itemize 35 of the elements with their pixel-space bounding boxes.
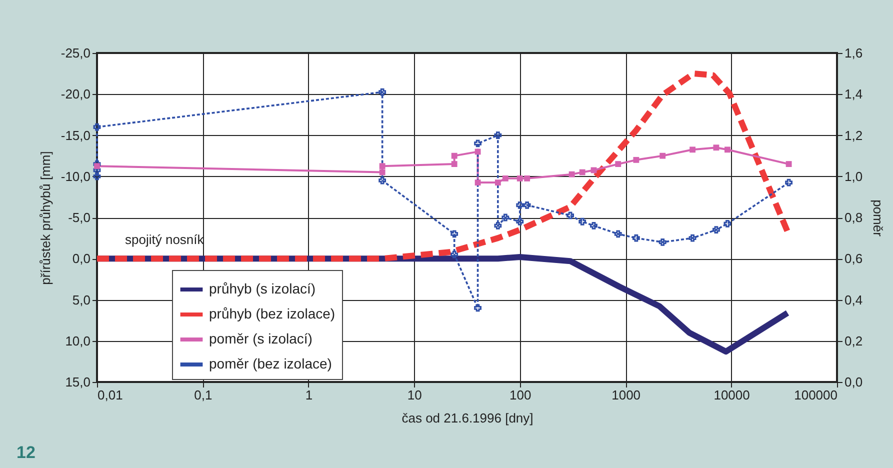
x-tick-label: 1 bbox=[305, 388, 313, 402]
legend-label: poměr (bez izolace) bbox=[209, 356, 332, 372]
y2-tick-label: 0,8 bbox=[844, 210, 863, 225]
y-tick-label: -25,0 bbox=[60, 46, 90, 60]
legend-label: poměr (s izolací) bbox=[209, 330, 312, 346]
x-tick-label: 1000 bbox=[612, 388, 641, 402]
x-tick-label: 10000 bbox=[714, 388, 750, 402]
y2-tick-label: 0,6 bbox=[844, 251, 863, 266]
y-tick-label: 0,0 bbox=[72, 251, 90, 266]
y-tick-label: 10,0 bbox=[65, 333, 90, 348]
y2-tick-label: 0,0 bbox=[844, 374, 863, 390]
x-tick-label: 100 bbox=[510, 388, 532, 402]
y-tick-label: -15,0 bbox=[60, 128, 90, 143]
x-axis-title: čas od 21.6.1996 [dny] bbox=[402, 410, 534, 426]
y-tick-label: -20,0 bbox=[60, 86, 90, 102]
y2-tick-label: 1,4 bbox=[844, 86, 863, 102]
y2-tick-label: 1,0 bbox=[844, 168, 863, 184]
text: 12 bbox=[16, 443, 36, 462]
y2-tick-label: 1,6 bbox=[844, 46, 863, 60]
x-tick-label: 10 bbox=[407, 388, 422, 402]
y2-axis-title: poměr bbox=[870, 200, 886, 238]
y-axis-title: přírůstek průhybů [mm] bbox=[38, 151, 53, 285]
x-tick-label: 0,01 bbox=[98, 388, 123, 402]
y-tick-label: 15,0 bbox=[65, 374, 90, 390]
annotation: spojitý nosník bbox=[125, 232, 204, 247]
x-tick-label: 100000 bbox=[794, 388, 838, 402]
legend-label: průhyb (bez izolace) bbox=[209, 306, 336, 322]
y-tick-label: 5,0 bbox=[72, 292, 90, 308]
x-tick-label: 0,1 bbox=[194, 388, 212, 402]
y2-tick-label: 1,2 bbox=[844, 128, 863, 143]
y-tick-label: -10,0 bbox=[60, 168, 90, 184]
y2-tick-label: 0,2 bbox=[844, 333, 863, 348]
y2-tick-label: 0,4 bbox=[844, 292, 863, 308]
legend-label: průhyb (s izolací) bbox=[209, 280, 316, 296]
y-tick-label: -5,0 bbox=[68, 210, 90, 225]
